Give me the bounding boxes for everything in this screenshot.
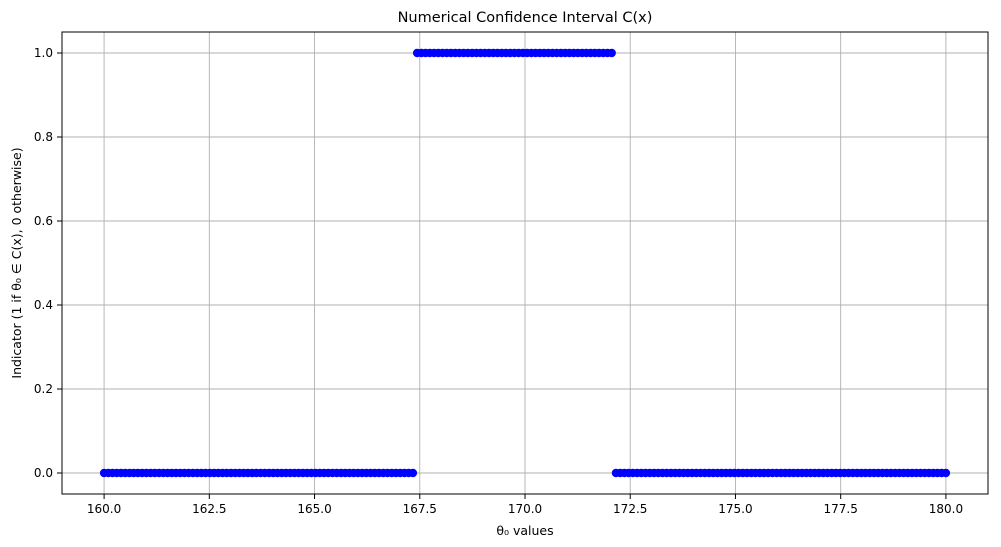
- x-tick-label: 162.5: [192, 502, 226, 516]
- data-points: [99, 48, 951, 478]
- y-tick-label: 0.8: [34, 130, 53, 144]
- x-axis-label: θ₀ values: [496, 523, 553, 538]
- y-tick-label: 0.0: [34, 466, 53, 480]
- y-axis: 0.0 0.2 0.4 0.6 0.8 1.0: [34, 46, 62, 480]
- x-tick-label: 167.5: [403, 502, 437, 516]
- data-point: [941, 468, 951, 478]
- y-tick-label: 0.4: [34, 298, 53, 312]
- y-axis-label: Indicator (1 if θ₀ ∈ C(x), 0 otherwise): [9, 147, 24, 378]
- data-point: [408, 468, 418, 478]
- x-tick-label: 177.5: [824, 502, 858, 516]
- x-tick-label: 170.0: [508, 502, 542, 516]
- y-tick-label: 0.2: [34, 382, 53, 396]
- x-tick-label: 180.0: [929, 502, 963, 516]
- x-tick-label: 165.0: [297, 502, 331, 516]
- chart-title: Numerical Confidence Interval C(x): [398, 10, 653, 26]
- x-axis: 160.0 162.5 165.0 167.5 170.0 172.5 175.0 177.5…: [87, 494, 963, 516]
- x-tick-label: 172.5: [613, 502, 647, 516]
- y-tick-label: 1.0: [34, 46, 53, 60]
- x-tick-label: 160.0: [87, 502, 121, 516]
- x-tick-label: 175.0: [718, 502, 752, 516]
- y-tick-label: 0.6: [34, 214, 53, 228]
- data-point: [607, 48, 616, 58]
- grid: [62, 32, 988, 494]
